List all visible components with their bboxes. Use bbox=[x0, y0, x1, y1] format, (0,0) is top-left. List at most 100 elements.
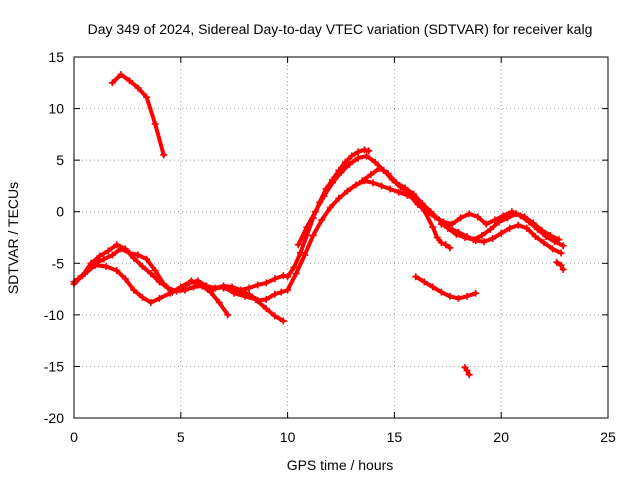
data-point bbox=[113, 267, 121, 275]
data-point bbox=[337, 169, 345, 177]
y-tick-label: 5 bbox=[56, 152, 64, 168]
data-point bbox=[177, 285, 185, 293]
data-point bbox=[420, 278, 428, 286]
data-point bbox=[378, 182, 386, 190]
data-point bbox=[463, 232, 471, 240]
data-point bbox=[472, 237, 480, 245]
x-tick-label: 20 bbox=[493, 429, 509, 445]
data-point bbox=[491, 216, 499, 224]
y-tick-label: -5 bbox=[52, 255, 65, 271]
y-tick-label: -20 bbox=[44, 410, 64, 426]
data-point bbox=[254, 296, 262, 304]
data-point bbox=[354, 154, 362, 162]
y-axis-label: SDTVAR / TECUs bbox=[5, 182, 21, 294]
data-point bbox=[437, 220, 445, 228]
data-point bbox=[160, 151, 168, 159]
data-point bbox=[367, 171, 375, 179]
data-point bbox=[369, 179, 377, 187]
y-tick-label: 15 bbox=[48, 49, 64, 65]
data-point bbox=[168, 288, 176, 296]
data-point bbox=[465, 371, 473, 379]
data-point bbox=[437, 288, 445, 296]
data-point bbox=[401, 184, 409, 192]
data-point bbox=[478, 231, 486, 239]
data-point bbox=[514, 221, 522, 229]
data-point bbox=[559, 242, 567, 250]
data-point bbox=[160, 280, 168, 288]
data-point bbox=[100, 255, 108, 263]
data-point bbox=[74, 275, 82, 283]
data-point bbox=[348, 152, 356, 160]
data-point bbox=[292, 270, 300, 278]
data-point bbox=[284, 286, 292, 294]
data-point bbox=[185, 279, 193, 287]
data-point bbox=[194, 277, 202, 285]
data-point bbox=[211, 284, 219, 292]
data-point bbox=[358, 177, 366, 185]
data-point bbox=[454, 294, 462, 302]
data-point bbox=[512, 210, 520, 218]
data-point bbox=[386, 185, 394, 193]
data-point bbox=[202, 282, 210, 290]
data-point bbox=[254, 281, 262, 289]
y-tick-label: 0 bbox=[56, 204, 64, 220]
data-point bbox=[446, 224, 454, 232]
data-point bbox=[318, 216, 326, 224]
data-point bbox=[215, 298, 223, 306]
data-point bbox=[245, 284, 253, 292]
x-tick-label: 5 bbox=[177, 429, 185, 445]
data-point bbox=[360, 146, 368, 154]
data-point bbox=[271, 275, 279, 283]
data-point bbox=[117, 71, 125, 79]
data-point bbox=[553, 258, 561, 266]
data-point bbox=[290, 263, 298, 271]
data-point bbox=[427, 208, 435, 216]
data-point bbox=[557, 249, 565, 257]
data-point bbox=[155, 294, 163, 302]
y-tick-label: -10 bbox=[44, 307, 64, 323]
data-point bbox=[538, 226, 546, 234]
data-point bbox=[311, 208, 319, 216]
data-point bbox=[504, 214, 512, 222]
data-point bbox=[91, 259, 99, 267]
data-point bbox=[474, 213, 482, 221]
data-point bbox=[395, 188, 403, 196]
x-tick-label: 10 bbox=[280, 429, 296, 445]
data-point bbox=[296, 249, 304, 257]
data-point bbox=[108, 79, 116, 87]
data-point bbox=[352, 181, 360, 189]
data-point bbox=[371, 158, 379, 166]
data-point bbox=[489, 235, 497, 243]
data-point bbox=[557, 261, 565, 269]
data-point bbox=[375, 164, 383, 172]
data-point bbox=[521, 213, 529, 221]
data-point bbox=[414, 200, 422, 208]
data-point bbox=[83, 268, 91, 276]
data-point bbox=[151, 267, 159, 275]
data-point bbox=[495, 218, 503, 226]
data-point bbox=[143, 255, 151, 263]
data-point bbox=[271, 312, 279, 320]
data-point bbox=[365, 147, 373, 155]
data-point bbox=[418, 199, 426, 207]
data-point bbox=[482, 220, 490, 228]
data-point bbox=[326, 204, 334, 212]
data-point bbox=[134, 84, 142, 92]
data-point bbox=[384, 170, 392, 178]
data-point bbox=[328, 179, 336, 187]
data-point bbox=[463, 367, 471, 375]
data-point bbox=[393, 179, 401, 187]
data-point bbox=[294, 241, 302, 249]
data-point bbox=[147, 298, 155, 306]
x-axis-label: GPS time / hours bbox=[287, 457, 394, 473]
data-point bbox=[262, 295, 270, 303]
data-point bbox=[548, 245, 556, 253]
data-point bbox=[113, 241, 121, 249]
tick-layer: 0 5 10 15 20 25 15 10 5 0 -5 -10 -15 -20 bbox=[44, 49, 616, 445]
data-point bbox=[143, 93, 151, 101]
data-point bbox=[262, 305, 270, 313]
data-point bbox=[529, 219, 537, 227]
data-point bbox=[540, 239, 548, 247]
data-point bbox=[429, 283, 437, 291]
data-point bbox=[335, 194, 343, 202]
